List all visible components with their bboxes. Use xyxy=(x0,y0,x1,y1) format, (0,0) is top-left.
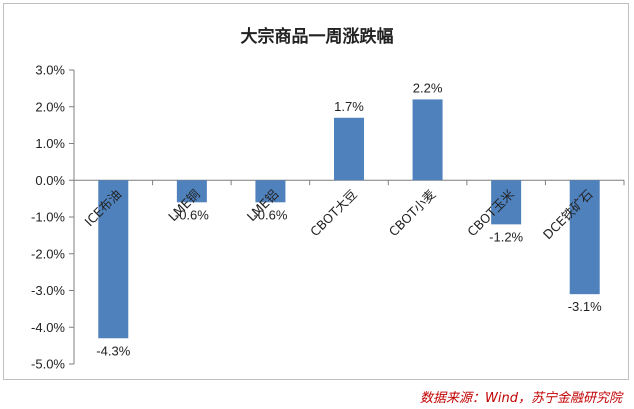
chart-frame: 大宗商品一周涨跌幅 3.0% 2.0% 1.0% 0.0% -1.0% -2.0% -3.0… xyxy=(3,3,629,380)
y-tick-label: -1.0% xyxy=(31,210,65,225)
bar xyxy=(412,99,443,181)
category-label: CBOT小麦 xyxy=(386,186,439,239)
y-tick-label: 1.0% xyxy=(35,136,65,151)
bar xyxy=(334,117,364,181)
data-label: 2.2% xyxy=(413,80,443,95)
bars xyxy=(98,99,600,339)
bar xyxy=(98,180,129,339)
y-axis: 3.0% 2.0% 1.0% 0.0% -1.0% -2.0% -3.0% -4.0% -5.0… xyxy=(31,63,625,372)
category-label: CBOT大豆 xyxy=(307,187,360,240)
y-tick-label: -2.0% xyxy=(31,246,65,261)
source-note: 数据来源：Wind，苏宁金融研究院 xyxy=(420,391,622,406)
bar xyxy=(569,180,600,295)
data-label: -0.6% xyxy=(175,207,209,222)
data-label: -4.3% xyxy=(96,343,130,358)
data-label: -0.6% xyxy=(253,207,287,222)
data-labels: -4.3% -0.6% -0.6% 1.7% 2.2% -1.2% -3.1% xyxy=(96,80,602,358)
y-tick-label: -5.0% xyxy=(31,357,65,372)
y-tick-label: 3.0% xyxy=(35,63,65,78)
y-tick-label: -4.0% xyxy=(31,320,65,335)
data-label: 1.7% xyxy=(334,99,364,114)
y-tick-label: 2.0% xyxy=(35,99,65,114)
bar-chart: 大宗商品一周涨跌幅 3.0% 2.0% 1.0% 0.0% -1.0% -2.0% -3.0… xyxy=(31,26,625,372)
bar xyxy=(255,180,286,203)
data-label: -1.2% xyxy=(489,229,523,244)
chart-title: 大宗商品一周涨跌幅 xyxy=(241,26,394,47)
bar xyxy=(491,180,522,225)
y-tick-label: 0.0% xyxy=(35,173,65,188)
y-tick-label: -3.0% xyxy=(31,283,65,298)
bar xyxy=(176,180,207,203)
data-label: -3.1% xyxy=(568,299,602,314)
